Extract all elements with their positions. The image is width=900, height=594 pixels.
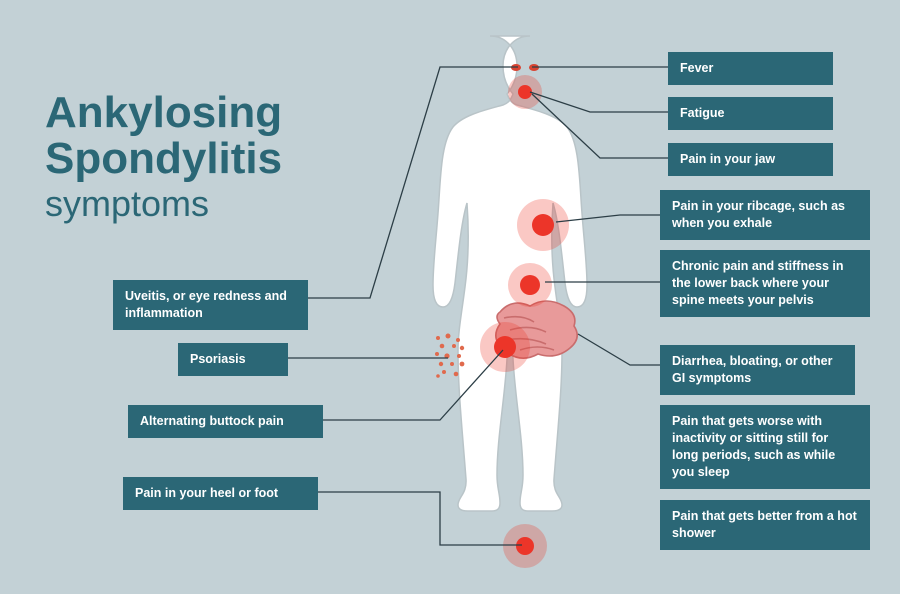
label-shower: Pain that gets better from a hot shower: [660, 500, 870, 550]
label-fever: Fever: [668, 52, 833, 85]
psoriasis-patch: [432, 332, 468, 382]
label-shower-text: Pain that gets better from a hot shower: [672, 509, 857, 540]
label-jaw-text: Pain in your jaw: [680, 152, 775, 166]
label-heel: Pain in your heel or foot: [123, 477, 318, 510]
label-buttock-text: Alternating buttock pain: [140, 414, 284, 428]
label-buttock: Alternating buttock pain: [128, 405, 323, 438]
label-inactivity: Pain that gets worse with inactivity or …: [660, 405, 870, 489]
label-jaw: Pain in your jaw: [668, 143, 833, 176]
label-gi-text: Diarrhea, bloating, or other GI symptoms: [672, 354, 832, 385]
intestines-icon: [490, 300, 585, 360]
label-ribcage: Pain in your ribcage, such as when you e…: [660, 190, 870, 240]
label-uveitis-text: Uveitis, or eye redness and inflammation: [125, 289, 287, 320]
infographic-title: Ankylosing Spondylitis symptoms: [45, 90, 282, 226]
label-psoriasis: Psoriasis: [178, 343, 288, 376]
label-inactivity-text: Pain that gets worse with inactivity or …: [672, 414, 835, 479]
label-fever-text: Fever: [680, 61, 713, 75]
eye-redness-left: [511, 64, 521, 71]
label-fatigue: Fatigue: [668, 97, 833, 130]
title-line-2: Spondylitis: [45, 136, 282, 182]
label-heel-text: Pain in your heel or foot: [135, 486, 278, 500]
label-lower-back: Chronic pain and stiffness in the lower …: [660, 250, 870, 317]
title-line-3: symptoms: [45, 182, 282, 225]
label-lower-back-text: Chronic pain and stiffness in the lower …: [672, 259, 844, 307]
label-fatigue-text: Fatigue: [680, 106, 724, 120]
eye-redness-right: [529, 64, 539, 71]
label-psoriasis-text: Psoriasis: [190, 352, 246, 366]
label-gi: Diarrhea, bloating, or other GI symptoms: [660, 345, 855, 395]
title-line-1: Ankylosing: [45, 90, 282, 136]
label-ribcage-text: Pain in your ribcage, such as when you e…: [672, 199, 845, 230]
label-uveitis: Uveitis, or eye redness and inflammation: [113, 280, 308, 330]
